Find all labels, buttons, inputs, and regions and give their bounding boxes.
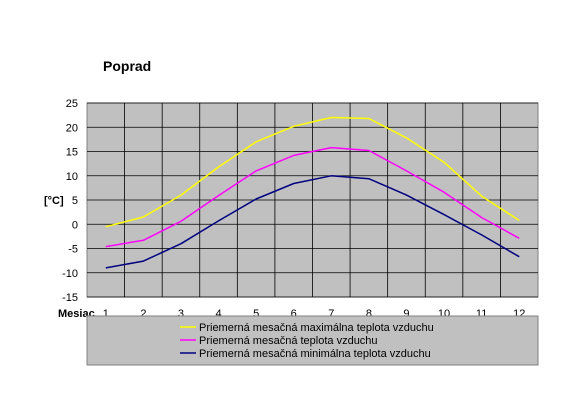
x-tick-label: 3: [178, 308, 184, 320]
x-tick-label: 11: [476, 308, 487, 320]
y-tick-label: 15: [66, 147, 78, 159]
y-tick-label: 5: [72, 195, 78, 207]
y-tick-label: -10: [62, 268, 78, 280]
legend: Priemerná mesačná maximálna teplota vzdu…: [86, 315, 539, 366]
y-tick-label: -5: [68, 244, 78, 256]
y-tick-label: 20: [66, 122, 78, 134]
series-line-3: [105, 175, 520, 269]
y-axis-tick-labels: -15 -10 -5 0 5 10 15 20 25: [62, 98, 78, 304]
series-lines: [105, 116, 520, 269]
y-axis-label: [°C]: [44, 195, 64, 207]
series-line-1: [105, 116, 520, 228]
y-tick-label: -15: [62, 292, 78, 304]
legend-box: [86, 315, 539, 366]
series-line-2: [105, 146, 520, 248]
x-axis-label: Mesiac: [58, 308, 95, 320]
legend-items: Priemerná mesačná maximálna teplota vzdu…: [180, 322, 434, 360]
y-tick-label: 0: [72, 219, 78, 231]
x-tick-label: 6: [291, 308, 297, 320]
x-tick-label: 4: [215, 308, 221, 320]
x-tick-label: 7: [328, 308, 334, 320]
x-tick-label: 1: [103, 308, 109, 320]
legend-label-1: Priemerná mesačná maximálna teplota vzdu…: [199, 322, 434, 334]
x-tick-label: 9: [403, 308, 409, 320]
y-tick-label: 10: [66, 171, 78, 183]
x-tick-label: 8: [366, 308, 372, 320]
chart-title: Poprad: [103, 58, 151, 74]
x-tick-label: 2: [140, 308, 146, 320]
grid-lines: [87, 102, 538, 298]
x-tick-label: 5: [253, 308, 259, 320]
legend-label-2: Priemerná mesačná teplota vzduchu: [199, 335, 378, 347]
legend-label-3: Priemerná mesačná minimálna teplota vzdu…: [199, 348, 431, 360]
y-tick-label: 25: [66, 98, 78, 110]
